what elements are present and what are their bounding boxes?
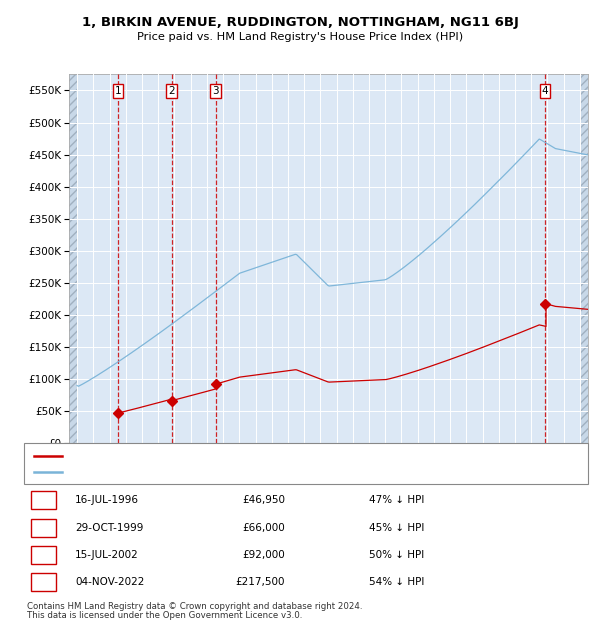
Text: 4: 4 [40, 577, 47, 587]
Bar [580, 74, 588, 443]
Text: Contains HM Land Registry data © Crown copyright and database right 2024.: Contains HM Land Registry data © Crown c… [27, 602, 362, 611]
Text: 50% ↓ HPI: 50% ↓ HPI [369, 550, 424, 560]
Text: 1: 1 [115, 86, 122, 96]
Text: £217,500: £217,500 [235, 577, 285, 587]
Text: 2: 2 [169, 86, 175, 96]
Text: 4: 4 [542, 86, 548, 96]
Text: 16-JUL-1996: 16-JUL-1996 [75, 495, 139, 505]
Text: 54% ↓ HPI: 54% ↓ HPI [369, 577, 424, 587]
Text: 29-OCT-1999: 29-OCT-1999 [75, 523, 143, 533]
Text: 3: 3 [40, 550, 47, 560]
Text: 1, BIRKIN AVENUE, RUDDINGTON, NOTTINGHAM, NG11 6BJ (detached house): 1, BIRKIN AVENUE, RUDDINGTON, NOTTINGHAM… [67, 451, 443, 461]
Text: £46,950: £46,950 [242, 495, 285, 505]
Text: 2: 2 [40, 523, 47, 533]
Text: 1: 1 [40, 495, 47, 505]
Text: 45% ↓ HPI: 45% ↓ HPI [369, 523, 424, 533]
Text: £92,000: £92,000 [242, 550, 285, 560]
Text: 47% ↓ HPI: 47% ↓ HPI [369, 495, 424, 505]
Text: 3: 3 [212, 86, 219, 96]
Text: Price paid vs. HM Land Registry's House Price Index (HPI): Price paid vs. HM Land Registry's House … [137, 32, 463, 42]
Text: £66,000: £66,000 [242, 523, 285, 533]
Text: This data is licensed under the Open Government Licence v3.0.: This data is licensed under the Open Gov… [27, 611, 302, 619]
Bar [69, 74, 77, 443]
Text: 04-NOV-2022: 04-NOV-2022 [75, 577, 145, 587]
Text: 15-JUL-2002: 15-JUL-2002 [75, 550, 139, 560]
Text: HPI: Average price, detached house, Rushcliffe: HPI: Average price, detached house, Rush… [67, 467, 295, 477]
Text: 1, BIRKIN AVENUE, RUDDINGTON, NOTTINGHAM, NG11 6BJ: 1, BIRKIN AVENUE, RUDDINGTON, NOTTINGHAM… [82, 17, 518, 29]
